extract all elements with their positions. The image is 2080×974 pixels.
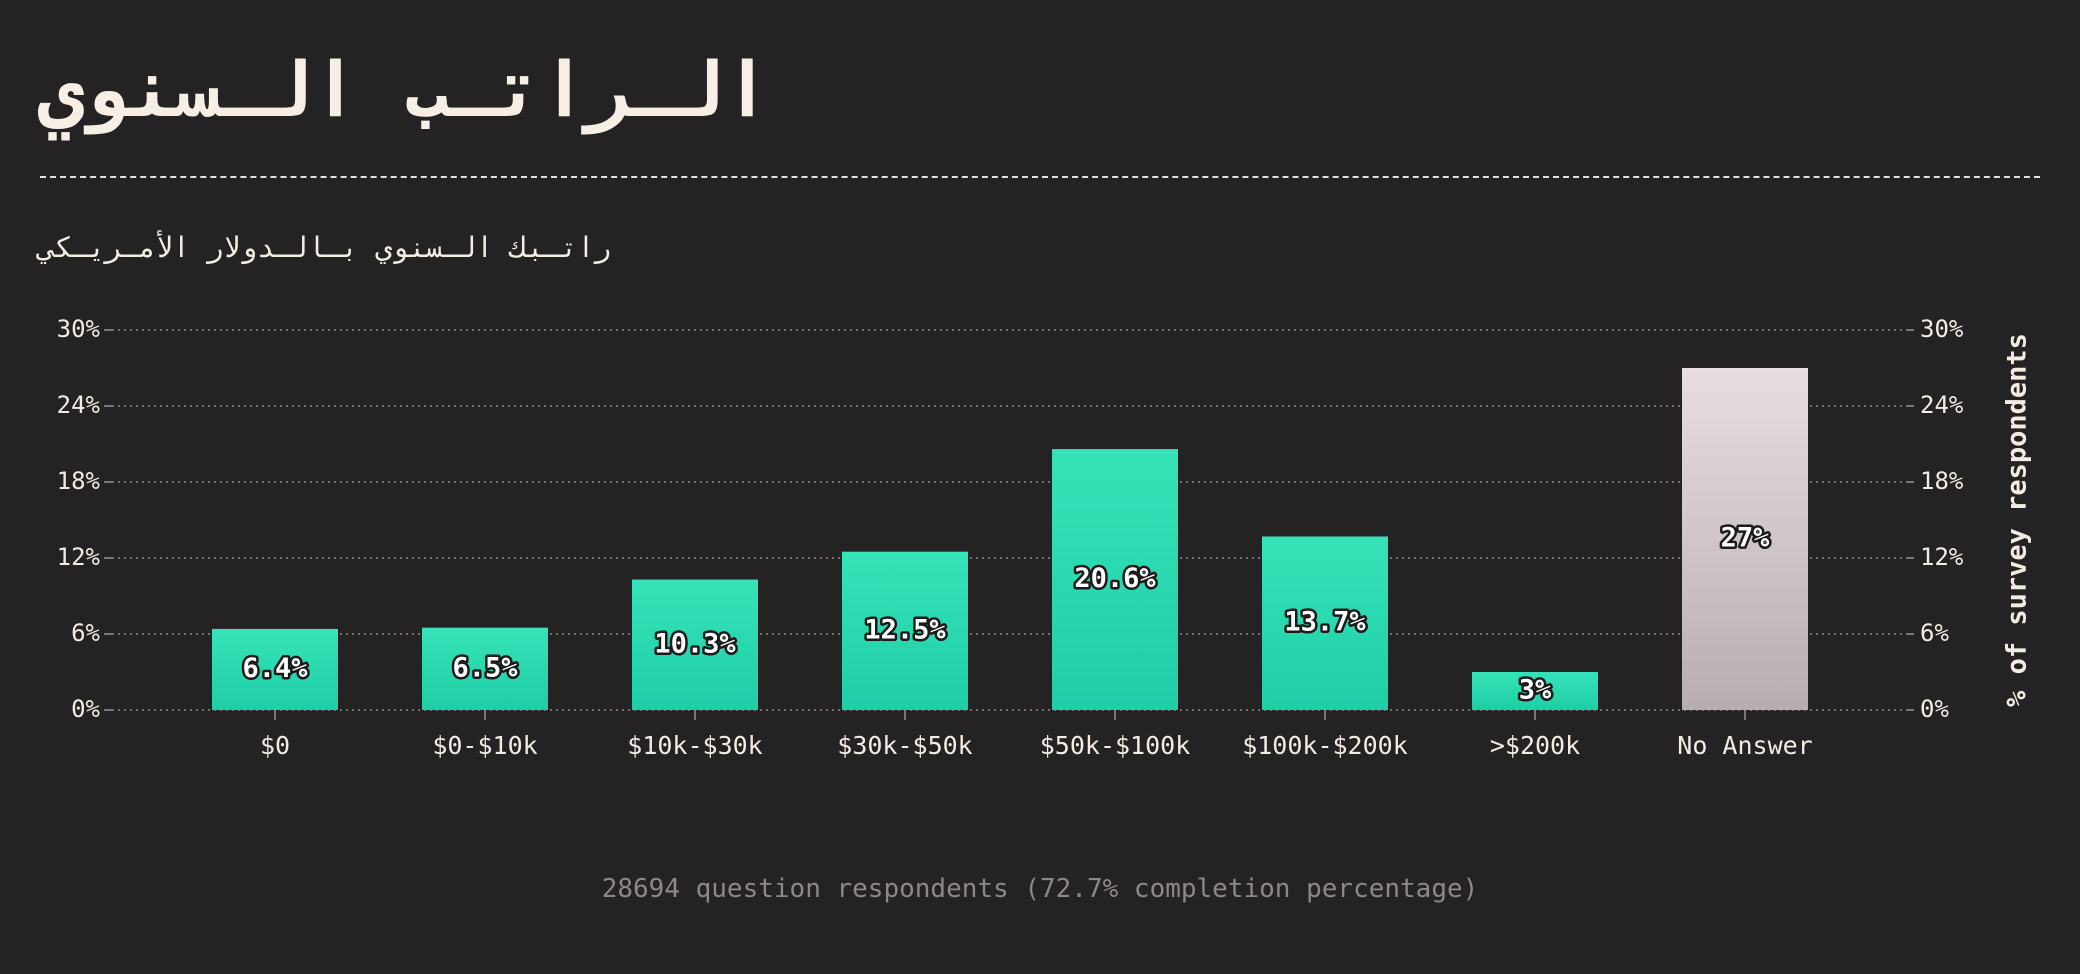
x-tick-label: $30k-$50k (837, 731, 972, 760)
bar-value-label: 12.5% (864, 614, 946, 645)
axes: 0% 0% 6% 6% 12% 12% 18% 18% 24% 24% 30% 30% $0 $0-$10… (57, 315, 1964, 760)
y-tick-label-right: 0% (1920, 695, 1949, 723)
bar-value-label: 27% (1721, 523, 1771, 554)
bar-value-label: 6.4% (242, 653, 308, 684)
data-labels: 6.4% 6.5% 10.3% 12.5% 20.6% 13.7% 3% 27% (240, 520, 1773, 708)
y-tick-label-left: 12% (57, 543, 101, 571)
y-axis-title: % of survey respondents (2002, 333, 2033, 707)
y-tick-label-left: 18% (57, 467, 101, 495)
x-tick-label: $50k-$100k (1040, 731, 1191, 760)
bar (212, 628, 338, 710)
bar-value-label: 3% (1519, 675, 1552, 706)
y-tick-label-left: 24% (57, 391, 101, 419)
page-title: الـراتـب الـسنوي (38, 45, 771, 134)
bar (1262, 536, 1388, 710)
bars (212, 368, 1808, 710)
x-tick-label: >$200k (1490, 731, 1580, 760)
bar (422, 627, 548, 710)
bar (842, 551, 968, 710)
y-tick-label-right: 24% (1920, 391, 1964, 419)
bar-value-label: 13.7% (1284, 607, 1366, 638)
bar-value-label: 10.3% (654, 628, 736, 659)
chart-subtitle: راتـبك الـسنوي بـالـدولار الأمـريـكي (38, 231, 612, 264)
y-tick-label-right: 18% (1920, 467, 1964, 495)
x-tick-label: $100k-$200k (1242, 731, 1408, 760)
bar-value-label: 6.5% (452, 652, 518, 683)
y-tick-label-left: 30% (57, 315, 101, 343)
y-tick-label-right: 12% (1920, 543, 1964, 571)
bar (1682, 368, 1808, 710)
y-tick-label-left: 0% (71, 695, 100, 723)
y-tick-label-left: 6% (71, 619, 100, 647)
x-tick-label: No Answer (1677, 731, 1812, 760)
gridlines (112, 329, 1906, 711)
bar (1472, 672, 1598, 710)
bar (1052, 449, 1178, 710)
x-tick-label: $0 (260, 731, 290, 760)
y-tick-label-right: 6% (1920, 619, 1949, 647)
x-tick-label: $10k-$30k (627, 731, 762, 760)
title-divider (40, 176, 2040, 178)
bar (632, 579, 758, 710)
y-tick-label-right: 30% (1920, 315, 1964, 343)
respondents-footnote: 28694 question respondents (72.7% comple… (601, 874, 1479, 904)
x-tick-label: $0-$10k (432, 731, 537, 760)
bar-value-label: 20.6% (1074, 563, 1156, 594)
